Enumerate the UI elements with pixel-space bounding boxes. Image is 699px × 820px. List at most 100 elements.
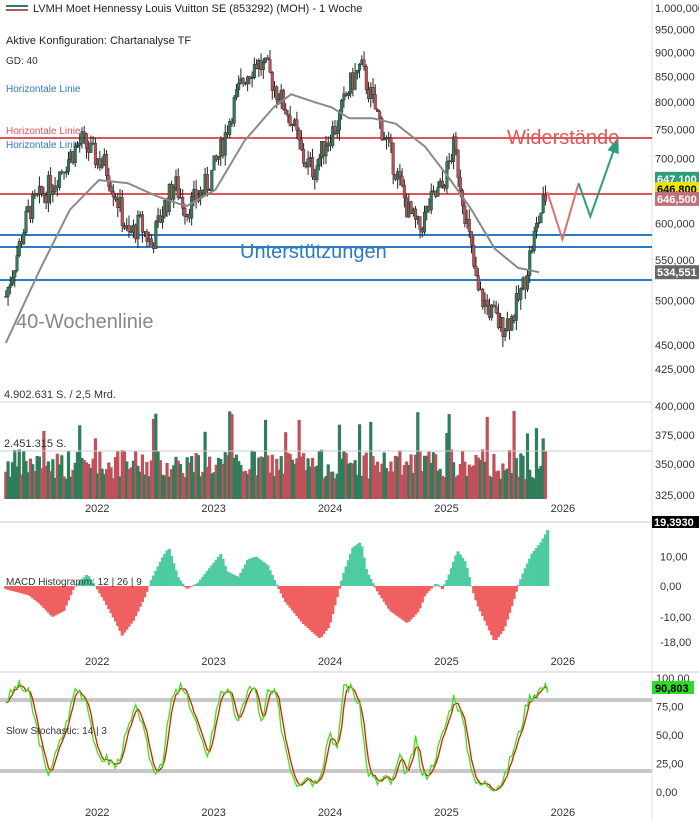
volume-bar	[413, 454, 418, 499]
volume-bar	[528, 469, 532, 499]
volume-bar	[523, 478, 527, 499]
volume-bar	[212, 472, 216, 499]
chart-title: LVMH Moet Hennessy Louis Vuitton SE (853…	[33, 3, 362, 15]
macd-bar	[118, 586, 122, 631]
macd-bar	[51, 586, 55, 617]
volume-bar	[154, 413, 158, 499]
volume-bar	[190, 456, 194, 499]
macd-bar	[373, 586, 377, 588]
volume-bar	[371, 455, 375, 499]
macd-bar	[474, 586, 478, 601]
macd-bar	[420, 586, 424, 603]
macd-bar	[393, 586, 398, 615]
year-label: 2022	[85, 503, 109, 515]
volume-bar	[288, 454, 292, 499]
macd-bar	[57, 586, 62, 614]
candle-body	[64, 171, 68, 174]
macd-bar	[293, 586, 297, 614]
macd-bar	[494, 586, 498, 641]
volume-bar	[519, 453, 523, 499]
candle-body	[474, 265, 478, 276]
volume-bar	[463, 461, 467, 499]
macd-bar	[510, 586, 514, 606]
volume-bar	[391, 471, 395, 499]
volume-bar	[13, 449, 17, 499]
volume-bar	[71, 469, 75, 499]
volume-bar	[277, 469, 281, 499]
projection-arrow-head	[607, 137, 619, 155]
volume-bar	[237, 461, 241, 499]
price-tick-label: 900,000	[655, 47, 695, 59]
volume-bar	[541, 438, 545, 499]
macd-bar	[259, 560, 263, 586]
macd-bar	[49, 586, 53, 616]
volume-bar	[373, 465, 377, 499]
macd-bar	[496, 586, 501, 638]
volume-bar	[243, 470, 247, 499]
volume-bar	[344, 452, 348, 499]
volume-bar	[324, 476, 328, 499]
macd-bar	[111, 586, 115, 618]
hline-label-1: Horizontale Linie	[6, 84, 81, 95]
macd-bar	[194, 583, 198, 586]
volume-bar	[196, 455, 200, 499]
macd-bar	[120, 586, 124, 636]
candle-body	[454, 136, 458, 151]
macd-bar	[71, 586, 75, 590]
macd-bar	[523, 568, 527, 586]
volume-bar	[75, 452, 80, 499]
volume-bar	[290, 459, 295, 499]
macd-bar	[169, 556, 174, 586]
macd-bar	[46, 586, 50, 613]
volume-bar	[308, 466, 312, 499]
macd-bar	[416, 586, 420, 613]
macd-bar	[272, 579, 277, 586]
candle-body	[353, 72, 357, 90]
macd-bar	[91, 582, 95, 586]
candle-body	[501, 317, 505, 337]
macd-bar	[66, 586, 71, 601]
volume-bar	[366, 478, 371, 499]
macd-bar	[335, 586, 339, 598]
volume-mid-label: 2.451.315 S.	[4, 438, 66, 450]
macd-bar	[302, 586, 306, 624]
candle-body	[391, 142, 395, 175]
volume-bar	[328, 471, 333, 499]
volume-bar	[302, 453, 306, 499]
volume-bar	[445, 432, 449, 499]
macd-bar	[362, 557, 366, 586]
macd-bar	[319, 586, 324, 637]
volume-bar	[389, 461, 393, 499]
macd-bar	[355, 544, 359, 586]
volume-bar	[178, 464, 183, 499]
macd-bar	[454, 555, 458, 586]
volume-bar	[393, 455, 398, 499]
volume-bar	[118, 476, 122, 499]
macd-bar	[6, 586, 10, 590]
year-label: 2023	[201, 503, 225, 515]
volume-bar	[158, 460, 162, 499]
volume-bar	[431, 452, 436, 499]
candle-body	[340, 99, 344, 113]
macd-bar	[452, 561, 456, 586]
macd-tick-label: -18,00	[660, 637, 691, 649]
volume-bar	[257, 457, 261, 499]
macd-bar	[40, 586, 44, 606]
volume-bar	[138, 471, 142, 499]
volume-bar	[467, 464, 471, 499]
candle-body	[248, 76, 252, 79]
candle-body	[288, 115, 292, 126]
macd-bar	[427, 586, 431, 592]
year-label: 2022	[85, 807, 109, 819]
volume-bar	[24, 460, 28, 499]
macd-bar	[62, 586, 66, 611]
candle-body	[241, 78, 245, 84]
macd-bar	[541, 538, 545, 586]
volume-bar	[60, 455, 64, 499]
volume-bar	[315, 465, 319, 499]
volume-bar	[87, 463, 91, 499]
volume-bar	[382, 452, 386, 499]
volume-bar	[481, 449, 485, 499]
